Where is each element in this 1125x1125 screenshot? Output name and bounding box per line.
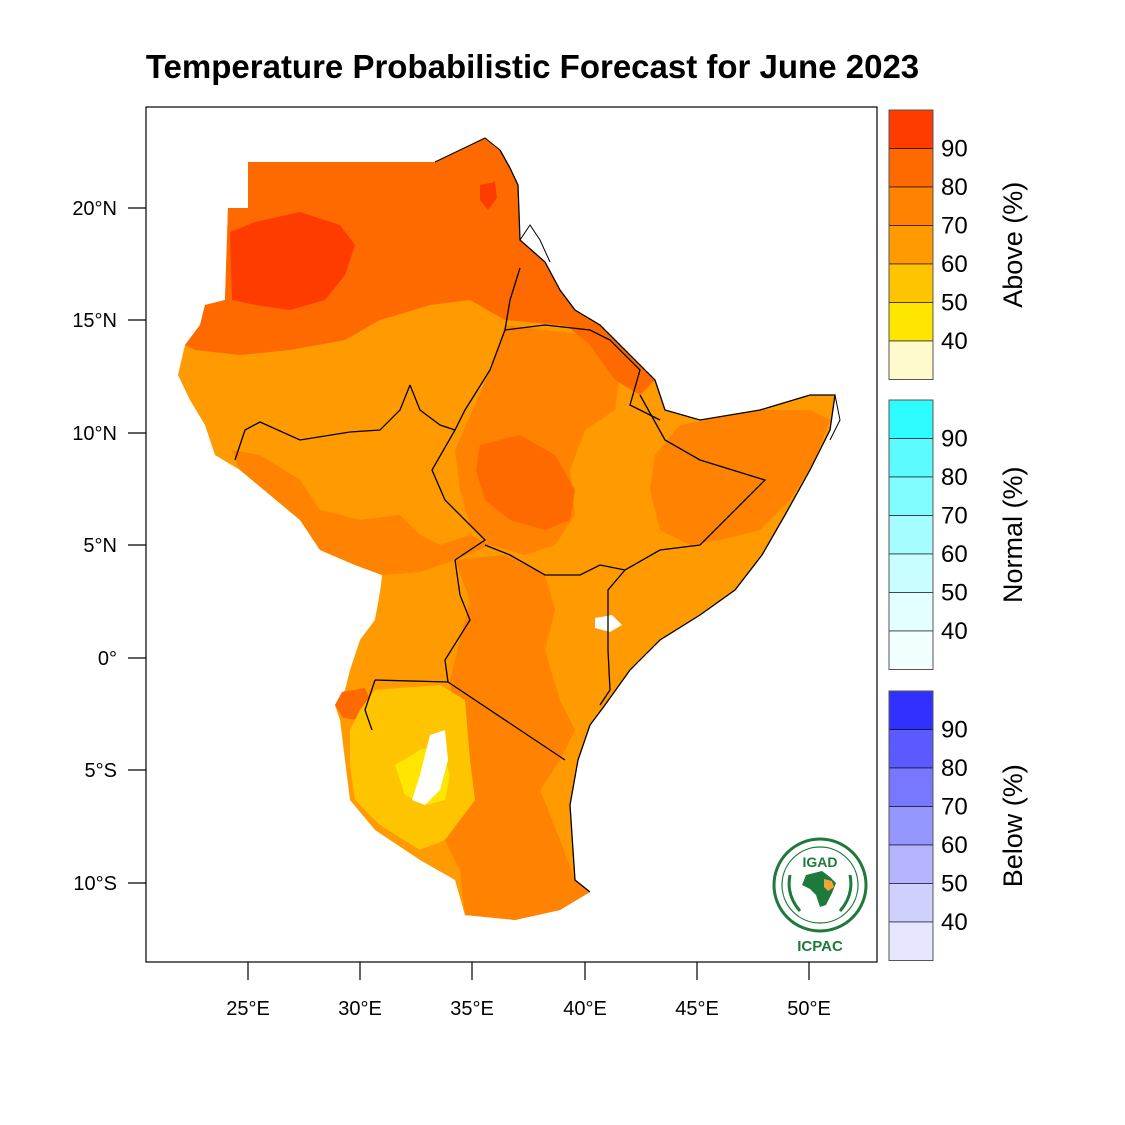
region-ethiopia-80 [476, 435, 575, 530]
colorbar-label: 60 [941, 251, 968, 278]
igad-region-icon [824, 879, 834, 891]
country-borders [234, 149, 836, 893]
colorbar-label: 90 [941, 426, 968, 453]
colorbar-swatch [888, 690, 934, 730]
colorbar-swatch [888, 109, 934, 149]
colorbar-label: 70 [941, 794, 968, 821]
lon-label: 45°E [675, 998, 719, 1020]
lat-label: 20°N [72, 198, 117, 220]
colorbar-title: Above (%) [998, 182, 1028, 308]
colorbar-frame [888, 399, 934, 670]
coastline [434, 137, 841, 441]
lat-label: 5°S [85, 760, 117, 782]
colorbar-label: 50 [941, 290, 968, 317]
colorbar-swatch [888, 340, 934, 380]
colorbar-swatch [888, 225, 934, 265]
region-somalia-70 [650, 410, 830, 545]
colorbar-swatch [888, 806, 934, 846]
laurel-left-icon [787, 874, 802, 912]
colorbar-frame [888, 109, 934, 380]
colorbar-label: 50 [941, 871, 968, 898]
colorbar-label: 70 [941, 213, 968, 240]
colorbar-frame [888, 690, 934, 961]
lat-label: 0° [98, 648, 117, 670]
colorbar-title: Normal (%) [998, 466, 1028, 603]
colorbar-swatch [888, 399, 934, 439]
colorbar-label: 90 [941, 136, 968, 163]
lat-label: 10°S [73, 873, 117, 895]
laurel-right-icon [838, 874, 853, 912]
region-ssudan-60 [232, 450, 490, 575]
colorbar-label: 80 [941, 464, 968, 491]
colorbar-swatch [888, 553, 934, 593]
region-eritrea-70 [515, 240, 655, 395]
lon-label: 25°E [226, 998, 270, 1020]
lon-label: 40°E [563, 998, 607, 1020]
colorbar-label: 40 [941, 909, 968, 936]
colorbar-above: 90 80 70 60 50 40 Above (%) [888, 109, 1028, 380]
colorbar-swatch [888, 630, 934, 670]
colorbar-swatch [888, 592, 934, 632]
colorbar-swatch [888, 729, 934, 769]
lon-label: 35°E [450, 998, 494, 1020]
colorbar-swatch [888, 767, 934, 807]
lat-labels: 20°N 15°N 10°N 5°N 0° 5°S 10°S [72, 198, 117, 895]
colorbar-title: Below (%) [998, 764, 1028, 887]
lon-label: 50°E [787, 998, 831, 1020]
colorbar-swatch [888, 515, 934, 555]
colorbar-swatch [888, 921, 934, 961]
colorbar-label: 80 [941, 755, 968, 782]
colorbar-swatch [888, 302, 934, 342]
colorbar-label: 40 [941, 328, 968, 355]
region-ne-sudan-90 [480, 182, 497, 210]
region-east-70 [445, 555, 590, 920]
colorbar-normal: 90 80 70 60 50 40 Normal (%) [888, 399, 1028, 670]
lat-label: 10°N [72, 423, 117, 445]
lat-axis [128, 207, 146, 884]
igad-icpac-logo: IGAD ICPAC [772, 837, 868, 955]
colorbar-label: 90 [941, 717, 968, 744]
colorbar-label: 50 [941, 580, 968, 607]
colorbar-swatch [888, 263, 934, 303]
colorbar-swatch [888, 476, 934, 516]
colorbar-swatch [888, 148, 934, 188]
colorbar-swatch [888, 438, 934, 478]
region-darfur-90 [230, 212, 355, 310]
colorbar-label: 60 [941, 541, 968, 568]
map-title: Temperature Probabilistic Forecast for J… [145, 48, 920, 85]
region-nosignal-tz [412, 730, 448, 805]
colorbar-label: 80 [941, 174, 968, 201]
colorbar-label: 70 [941, 503, 968, 530]
colorbar-label: 40 [941, 618, 968, 645]
colorbar-label: 60 [941, 832, 968, 859]
colorbar-swatch [888, 883, 934, 923]
colorbar-swatch [888, 844, 934, 884]
region-uganda-60 [355, 570, 460, 680]
lat-label: 5°N [83, 535, 117, 557]
lon-axis [247, 962, 810, 980]
logo-bottom-text: ICPAC [797, 938, 843, 955]
lon-labels: 25°E 30°E 35°E 40°E 45°E 50°E [226, 998, 831, 1020]
colorbar-swatch [888, 186, 934, 226]
lon-label: 30°E [338, 998, 382, 1020]
colorbar-below: 90 80 70 60 50 40 Below (%) [888, 690, 1028, 961]
lat-label: 15°N [72, 310, 117, 332]
forecast-regions [178, 138, 835, 920]
colorbars: 90 80 70 60 50 40 Above (%) 90 80 70 60 50 40 Normal … [888, 109, 1028, 961]
logo-top-text: IGAD [803, 854, 838, 870]
